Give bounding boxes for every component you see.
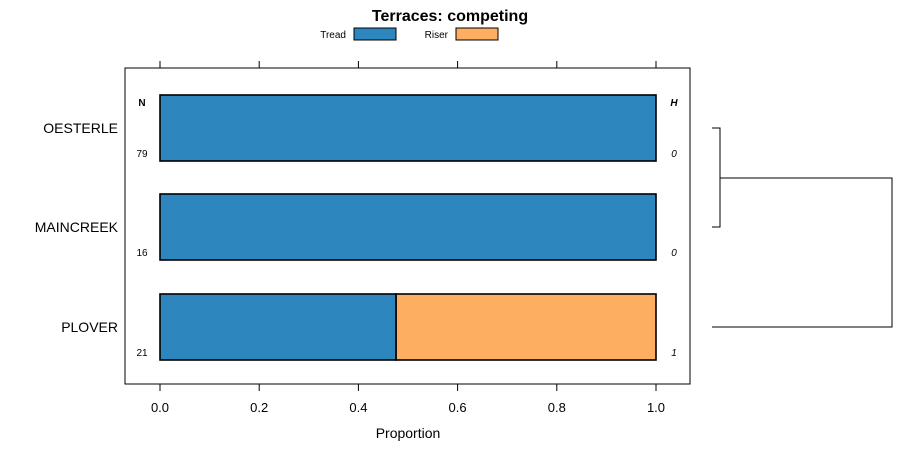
- x-tick-label-5: 1.0: [647, 400, 665, 415]
- bars: [159, 94, 657, 361]
- plot-frame: [124, 67, 691, 385]
- side-columns: 79 0 16 0 21 1: [136, 149, 677, 359]
- bar-plover-riser: [395, 293, 657, 361]
- dendrogram: [712, 127, 893, 328]
- dendrogram-branch-inner: [712, 127, 721, 228]
- x-axis-title: Proportion: [376, 425, 441, 441]
- x-axis: 0.0 0.2 0.4 0.6 0.8 1.0: [151, 61, 665, 415]
- h-value-oesterle: 0: [671, 149, 677, 160]
- legend-swatch-riser: [455, 27, 499, 41]
- legend-swatch-tread: [353, 27, 397, 41]
- legend-label-riser: Riser: [425, 30, 449, 41]
- n-value-plover: 21: [136, 348, 148, 359]
- legend: Tread Riser: [320, 27, 499, 41]
- n-value-oesterle: 79: [136, 149, 148, 160]
- dendrogram-branch-outer: [712, 177, 893, 328]
- category-label-maincreek: MAINCREEK: [35, 219, 119, 235]
- x-tick-label-3: 0.6: [449, 400, 467, 415]
- chart-title: Terraces: competing: [372, 8, 528, 25]
- x-tick-label-4: 0.8: [548, 400, 566, 415]
- h-value-plover: 1: [671, 348, 677, 359]
- bar-maincreek-tread: [159, 193, 657, 261]
- h-column-header: H: [670, 98, 678, 109]
- n-column-header: N: [138, 98, 145, 109]
- category-labels: OESTERLE MAINCREEK PLOVER: [35, 120, 119, 335]
- legend-label-tread: Tread: [320, 30, 346, 41]
- x-tick-label-1: 0.2: [250, 400, 268, 415]
- bar-plover-tread: [159, 293, 397, 361]
- category-label-plover: PLOVER: [61, 319, 118, 335]
- x-tick-label-2: 0.4: [349, 400, 367, 415]
- h-value-maincreek: 0: [671, 248, 677, 259]
- x-tick-label-0: 0.0: [151, 400, 169, 415]
- category-label-oesterle: OESTERLE: [43, 120, 118, 136]
- bar-oesterle-tread: [159, 94, 657, 162]
- n-value-maincreek: 16: [136, 248, 148, 259]
